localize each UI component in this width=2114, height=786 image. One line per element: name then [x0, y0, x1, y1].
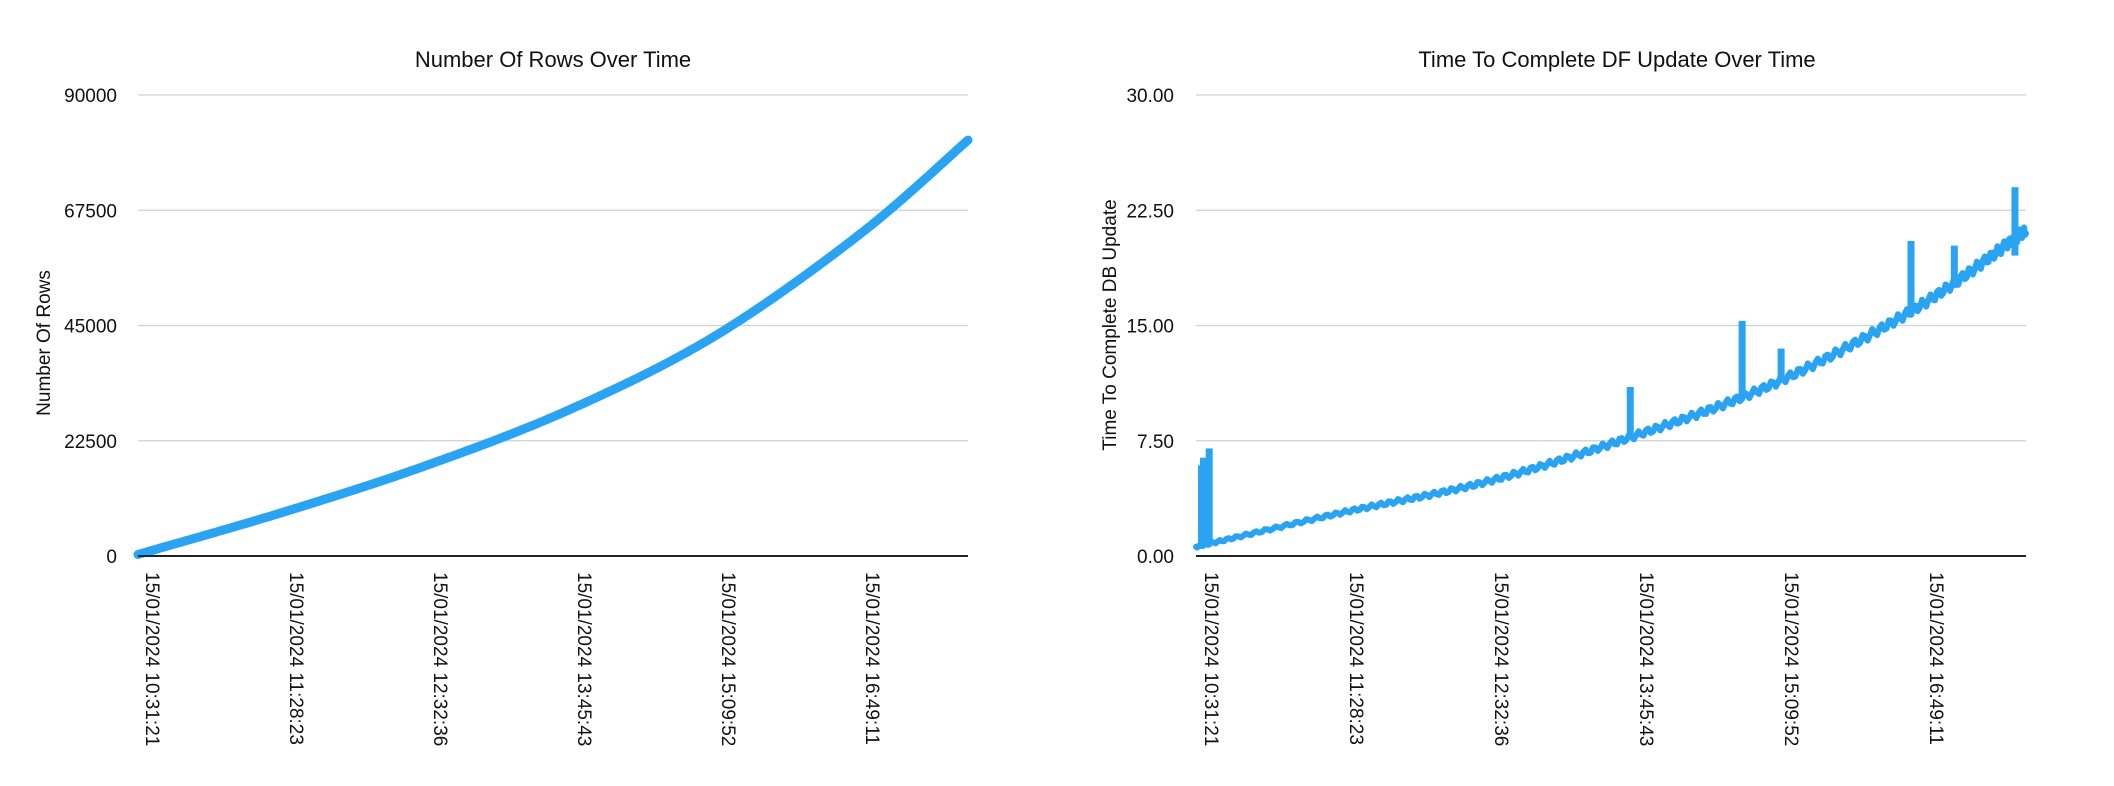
data-spike: [2011, 187, 2019, 256]
x-tick-label: 15/01/2024 12:32:36: [429, 572, 450, 746]
x-tick-label: 15/01/2024 15:09:52: [1780, 572, 1801, 746]
y-axis-label: Number Of Rows: [34, 270, 55, 416]
series-group: [133, 135, 973, 559]
x-tick-label: 15/01/2024 15:09:52: [717, 572, 738, 746]
x-tick-label: 15/01/2024 12:32:36: [1490, 572, 1511, 746]
data-spike: [1950, 245, 1958, 288]
gridlines: [138, 94, 968, 442]
data-spike: [1738, 320, 1746, 396]
y-tick-label: 22500: [64, 432, 117, 453]
data-spike: [1199, 457, 1207, 546]
x-tick-label: 15/01/2024 16:49:11: [861, 572, 882, 745]
y-tick-labels: 0 22500 45000 67500 90000: [64, 86, 117, 568]
y-axis-label: Time To Complete DB Update: [1100, 199, 1121, 450]
y-tick-label: 7.50: [1137, 432, 1174, 453]
series-line: [133, 135, 973, 559]
x-tick-label: 15/01/2024 16:49:11: [1925, 572, 1946, 745]
chart-title: Time To Complete DF Update Over Time: [1418, 47, 1815, 72]
y-tick-label: 0: [106, 547, 117, 568]
y-tick-label: 0.00: [1137, 547, 1174, 568]
y-tick-label: 67500: [64, 201, 117, 222]
x-tick-label: 15/01/2024 10:31:21: [141, 572, 162, 746]
y-tick-label: 22.50: [1126, 201, 1174, 222]
y-tick-label: 15.00: [1126, 317, 1174, 338]
x-tick-label: 15/01/2024 11:28:23: [1345, 572, 1366, 745]
chart-title: Number Of Rows Over Time: [415, 47, 691, 72]
y-tick-label: 45000: [64, 317, 117, 338]
series-group: [1193, 187, 2029, 551]
data-spike: [1626, 386, 1634, 438]
y-tick-labels: 0.00 7.50 15.00 22.50 30.00: [1126, 86, 1174, 568]
chart-rows-over-time: Number Of Rows Over Time Number Of Rows …: [34, 47, 973, 746]
chart-update-time-over-time: Time To Complete DF Update Over Time Tim…: [1100, 47, 2029, 746]
x-tick-label: 15/01/2024 13:45:43: [1635, 572, 1656, 746]
series-line: [1193, 224, 2029, 551]
gridlines: [1196, 94, 2026, 442]
data-spike: [1907, 240, 1915, 311]
data-spike: [1777, 348, 1785, 381]
x-tick-label: 15/01/2024 11:28:23: [285, 572, 306, 745]
y-tick-label: 90000: [64, 86, 117, 107]
x-tick-label: 15/01/2024 10:31:21: [1200, 572, 1221, 746]
x-tick-label: 15/01/2024 13:45:43: [573, 572, 594, 746]
x-tick-labels: 15/01/2024 10:31:21 15/01/2024 11:28:23 15…: [141, 572, 882, 746]
y-tick-label: 30.00: [1126, 86, 1174, 107]
data-spike: [1205, 448, 1213, 544]
x-tick-labels: 15/01/2024 10:31:21 15/01/2024 11:28:23 15…: [1200, 572, 1946, 746]
